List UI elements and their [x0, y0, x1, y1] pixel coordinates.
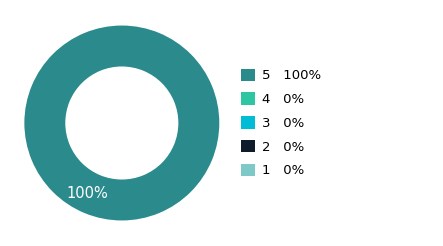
- Legend: 5   100%, 4   0%, 3   0%, 2   0%, 1   0%: 5 100%, 4 0%, 3 0%, 2 0%, 1 0%: [236, 63, 326, 183]
- Wedge shape: [24, 26, 219, 220]
- Text: 100%: 100%: [67, 186, 109, 201]
